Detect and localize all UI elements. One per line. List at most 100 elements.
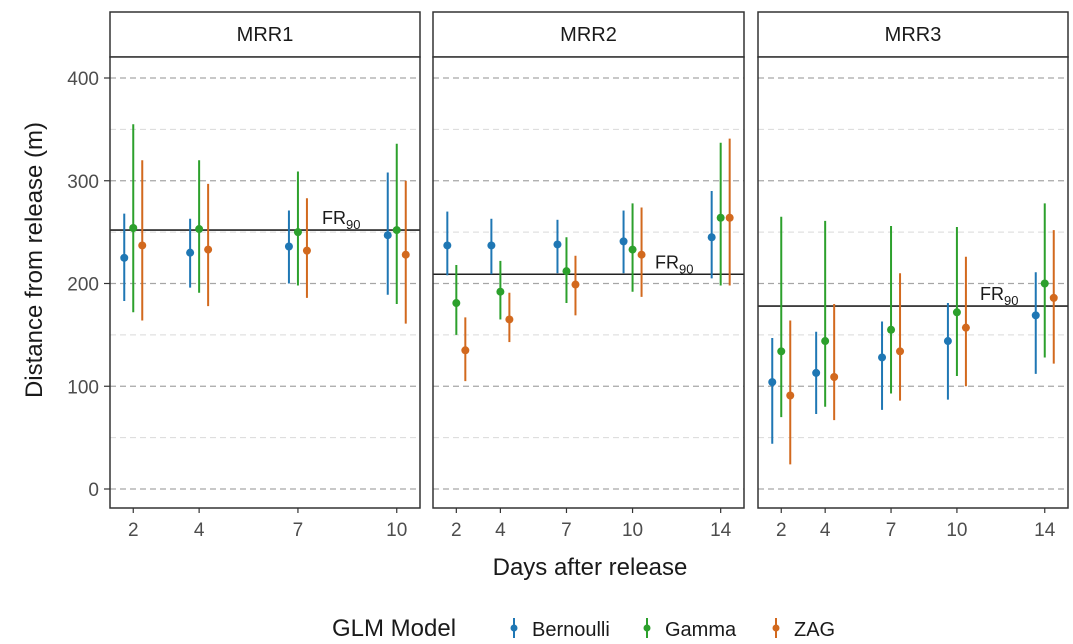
legend-key-point <box>643 624 651 632</box>
series-zag <box>138 160 410 324</box>
y-tick-label: 0 <box>88 480 99 501</box>
y-tick-label: 100 <box>67 377 99 398</box>
data-point <box>496 287 505 296</box>
panel-mrr3: MRR3 FR90 2 4 7 10 14 <box>757 11 1069 541</box>
data-point <box>628 245 637 254</box>
legend-label: Gamma <box>665 619 737 641</box>
series-zag <box>461 138 734 382</box>
data-point <box>768 378 777 387</box>
data-point <box>302 246 311 255</box>
data-point <box>1040 279 1049 288</box>
x-tick-label: 4 <box>495 520 506 541</box>
panel-border <box>109 56 421 509</box>
legend: GLM Model Bernoulli Gamma ZAG <box>332 615 835 642</box>
panel-border <box>757 56 1069 509</box>
panel-border <box>432 56 745 509</box>
data-point <box>204 245 213 254</box>
data-point <box>138 241 147 250</box>
y-axis: 0 100 200 300 400 <box>67 69 110 501</box>
panel-title: MRR1 <box>237 24 294 46</box>
panel-title: MRR3 <box>885 24 942 46</box>
data-point <box>821 337 830 346</box>
panel-plot-area <box>110 57 420 508</box>
data-point <box>383 231 392 240</box>
data-point <box>129 224 138 233</box>
data-point <box>452 299 461 308</box>
data-point <box>952 308 961 317</box>
legend-title: GLM Model <box>332 615 456 642</box>
data-point <box>830 373 839 382</box>
x-tick-label: 7 <box>886 520 897 541</box>
data-point <box>707 233 716 242</box>
data-point <box>562 267 571 276</box>
data-point <box>553 240 562 249</box>
x-tick-label: 10 <box>946 520 967 541</box>
data-point <box>443 241 452 250</box>
data-point <box>195 225 204 234</box>
x-tick-label: 2 <box>451 520 462 541</box>
x-tick-label: 10 <box>386 520 407 541</box>
data-point <box>878 353 887 362</box>
y-tick-label: 300 <box>67 172 99 193</box>
series-gamma <box>777 203 1049 418</box>
x-tick-label: 4 <box>820 520 831 541</box>
panels: MRR1 FR90 2 4 7 10 MRR2 FR90 2 4 7 10 14 MRR3 FR90 2 4 7 1… <box>67 11 1069 541</box>
x-tick-label: 7 <box>293 520 304 541</box>
data-point <box>1049 293 1058 302</box>
data-point <box>505 315 514 324</box>
panel-mrr2: MRR2 FR90 2 4 7 10 14 <box>432 11 745 541</box>
x-tick-label: 14 <box>1034 520 1056 541</box>
data-point <box>401 250 410 259</box>
legend-key-point <box>772 624 780 632</box>
series-bernoulli <box>443 191 716 279</box>
series-gamma <box>129 124 401 313</box>
data-point <box>392 226 401 235</box>
x-tick-label: 2 <box>128 520 139 541</box>
panel-plot-area <box>433 57 744 508</box>
series-bernoulli <box>768 272 1040 444</box>
data-point <box>619 237 628 246</box>
data-point <box>896 347 905 356</box>
data-point <box>637 250 646 259</box>
panel-strip <box>109 11 421 58</box>
data-point <box>186 248 195 257</box>
y-axis-title: Distance from release (m) <box>21 122 48 398</box>
x-tick-label: 10 <box>622 520 643 541</box>
panel-title: MRR2 <box>560 24 617 46</box>
x-tick-label: 2 <box>776 520 787 541</box>
legend-item-zag: ZAG <box>772 618 835 641</box>
panel-strip <box>757 11 1069 58</box>
legend-key-point <box>510 624 518 632</box>
data-point <box>961 323 970 332</box>
data-point <box>943 337 952 346</box>
legend-item-gamma: Gamma <box>643 618 737 641</box>
fr90-label: FR90 <box>655 252 693 276</box>
series-bernoulli <box>120 172 392 301</box>
data-point <box>284 242 293 251</box>
data-point <box>812 368 821 377</box>
data-point <box>487 241 496 250</box>
x-axis-title: Days after release <box>493 554 688 581</box>
series-gamma <box>452 142 725 335</box>
data-point <box>571 280 580 289</box>
panel-plot-area <box>758 57 1068 508</box>
x-tick-label: 14 <box>710 520 732 541</box>
legend-label: Bernoulli <box>532 619 610 641</box>
data-point <box>725 213 734 222</box>
data-point <box>786 391 795 400</box>
data-point <box>120 253 129 262</box>
x-tick-label: 7 <box>561 520 572 541</box>
legend-item-bernoulli: Bernoulli <box>510 618 610 641</box>
panel-mrr1: MRR1 FR90 2 4 7 10 <box>109 11 421 541</box>
data-point <box>1031 311 1040 320</box>
data-point <box>887 325 896 334</box>
series-zag <box>786 230 1058 465</box>
x-tick-label: 4 <box>194 520 205 541</box>
legend-label: ZAG <box>794 619 835 641</box>
fr90-label: FR90 <box>980 284 1018 308</box>
fr90-label: FR90 <box>322 208 360 232</box>
data-point <box>716 213 725 222</box>
data-point <box>777 347 786 356</box>
y-tick-label: 200 <box>67 275 99 296</box>
